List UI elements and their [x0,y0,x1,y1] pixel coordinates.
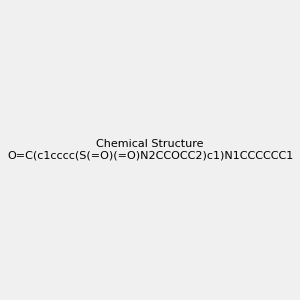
Text: Chemical Structure
O=C(c1cccc(S(=O)(=O)N2CCOCC2)c1)N1CCCCCC1: Chemical Structure O=C(c1cccc(S(=O)(=O)N… [7,139,293,161]
